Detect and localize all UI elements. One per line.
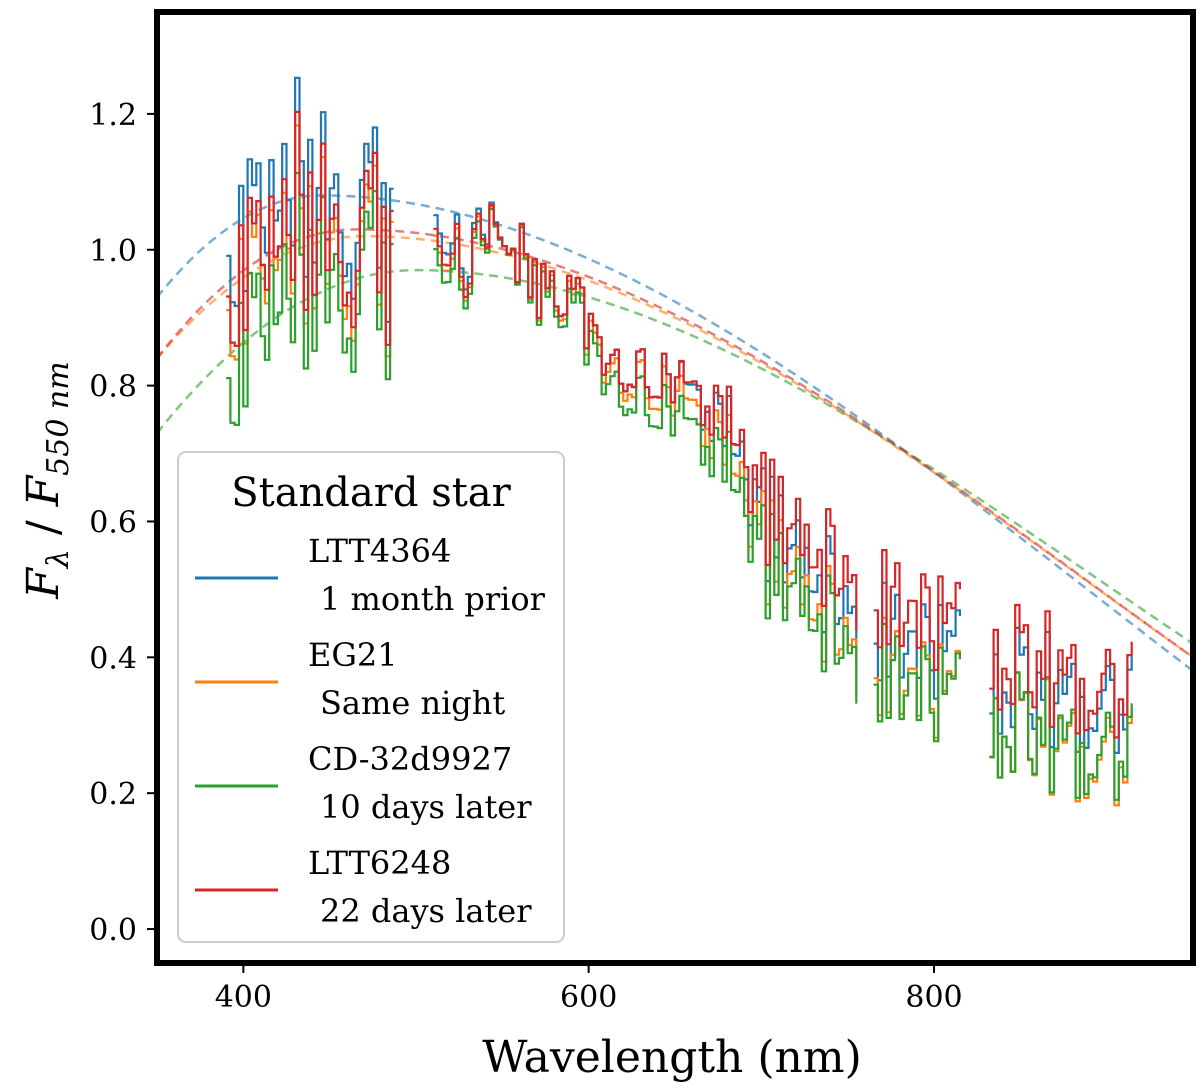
y-tick-label: 1.2 [89,98,137,133]
y-axis-title-f1: F [18,567,69,600]
spectrum-ltt6248 [226,110,1133,739]
y-axis-title-sub2: 550 nm [41,361,76,476]
y-tick-label: 0.6 [89,505,137,540]
y-tick-label: 0.0 [89,913,137,948]
x-tick-label: 400 [215,980,272,1015]
y-axis-title-sub1: λ [41,549,76,569]
legend-note: 1 month prior [320,580,546,618]
x-axis: 400 600 800 [215,963,963,1015]
x-tick-label: 600 [560,980,617,1015]
y-axis: 0.0 0.2 0.4 0.6 0.8 1.0 1.2 [89,98,157,948]
legend-label: CD-32d9927 [308,740,512,778]
legend-label: LTT6248 [308,844,451,882]
legend-entry: CD-32d9927 10 days later [195,740,532,826]
x-tick-label: 800 [905,980,962,1015]
y-tick-label: 0.4 [89,641,137,676]
legend: Standard star LTT4364 1 month prior EG21 Sa… [177,451,565,943]
legend-entry: LTT6248 22 days later [195,844,532,930]
model-curve-ltt6248 [157,228,1193,659]
x-axis-title: Wavelength (nm) [482,1032,862,1083]
y-axis-title-f2: F [18,474,69,507]
legend-entry: EG21 Same night [195,636,505,722]
legend-note: Same night [320,684,505,722]
plot-area [157,76,1193,807]
y-axis-title-slash: / [18,506,69,549]
legend-label: EG21 [308,636,398,674]
y-tick-label: 0.2 [89,777,137,812]
legend-title: Standard star [231,470,511,516]
legend-entry: LTT4364 1 month prior [195,532,546,618]
spectra [226,76,1133,807]
model-curve-ltt4364 [157,194,1193,672]
spectrum-cd-32d9927 [226,171,1133,801]
y-axis-title: Fλ / F550 nm [18,361,76,599]
y-tick-label: 0.8 [89,370,137,405]
legend-note: 22 days later [320,892,532,930]
plot-frame [154,9,1196,966]
legend-box [177,451,565,943]
legend-note: 10 days later [320,788,532,826]
legend-label: LTT4364 [308,532,451,570]
y-tick-label: 1.0 [89,234,137,269]
